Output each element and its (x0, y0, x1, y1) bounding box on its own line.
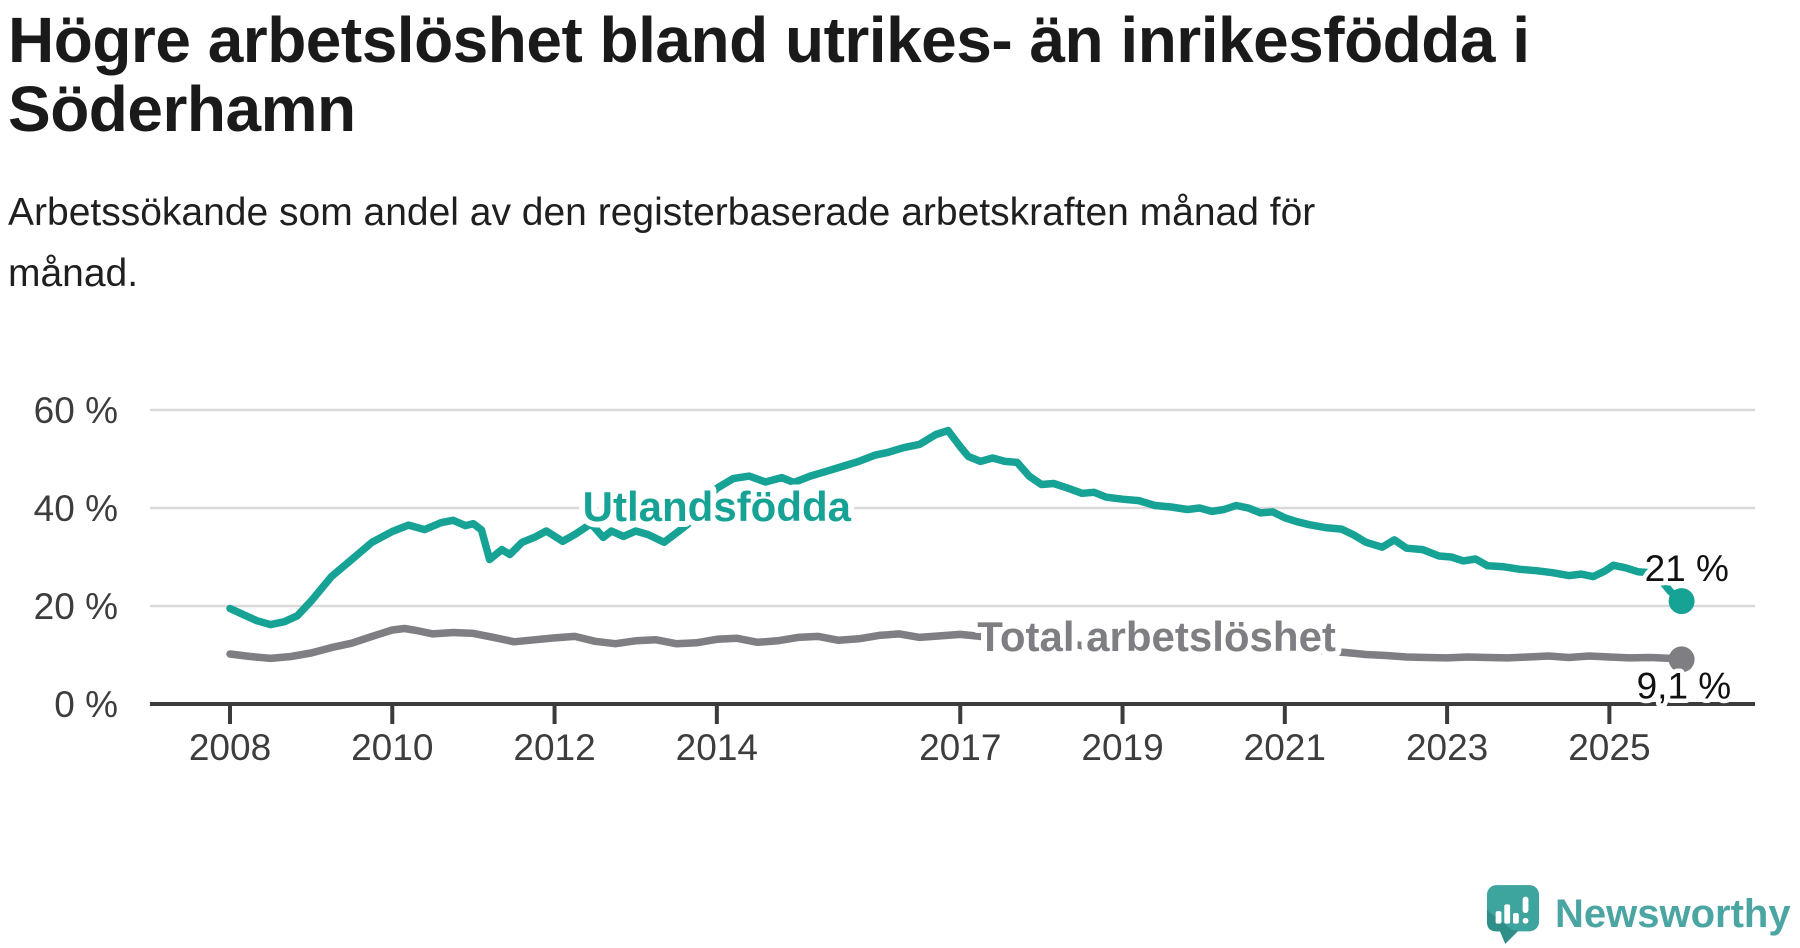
x-axis-tick-label: 2021 (1244, 727, 1326, 768)
newsworthy-logo: Newsworthy (1486, 884, 1791, 944)
series-label: Total arbetslöshet (977, 613, 1336, 660)
chart-labels: 0 % 20 % 40 % 60 % 2008 2010 2012 2014 2017 2019 2… (34, 390, 1736, 768)
end-point-dot (1668, 588, 1695, 615)
bar-chart-speech-bubble-icon (1486, 885, 1540, 944)
x-axis-tick-label: 2023 (1406, 727, 1488, 768)
line-total (226, 624, 1686, 664)
end-point-dot (1668, 646, 1695, 673)
series-lines (226, 426, 1695, 673)
x-axis-tick-label: 2012 (513, 727, 595, 768)
end-value-label: 9,1 % (1637, 665, 1732, 706)
x-axis-tick-label: 2025 (1568, 727, 1650, 768)
x-axis-tick-label: 2008 (189, 727, 271, 768)
chart-subtitle: Arbetssökande som andel av den registerb… (8, 191, 1316, 295)
x-axis-tick-label: 2010 (351, 727, 433, 768)
x-axis (150, 702, 1755, 724)
page-title: Högre arbetslöshet bland utrikes- än inr… (8, 4, 1530, 145)
y-axis-tick-label: 40 % (34, 488, 118, 529)
x-axis-tick-label: 2014 (676, 727, 758, 768)
y-axis-tick-label: 60 % (34, 390, 118, 431)
gridlines (150, 408, 1755, 608)
end-value-label: 21 % (1645, 548, 1729, 589)
x-axis-tick-label: 2017 (919, 727, 1001, 768)
y-axis-tick-label: 20 % (34, 586, 118, 627)
y-axis-tick-label: 0 % (54, 684, 118, 725)
logo-wordmark: Newsworthy (1555, 891, 1791, 936)
line-utlandsfodda (226, 426, 1686, 629)
x-axis-tick-label: 2019 (1081, 727, 1163, 768)
series-label: Utlandsfödda (583, 483, 852, 530)
